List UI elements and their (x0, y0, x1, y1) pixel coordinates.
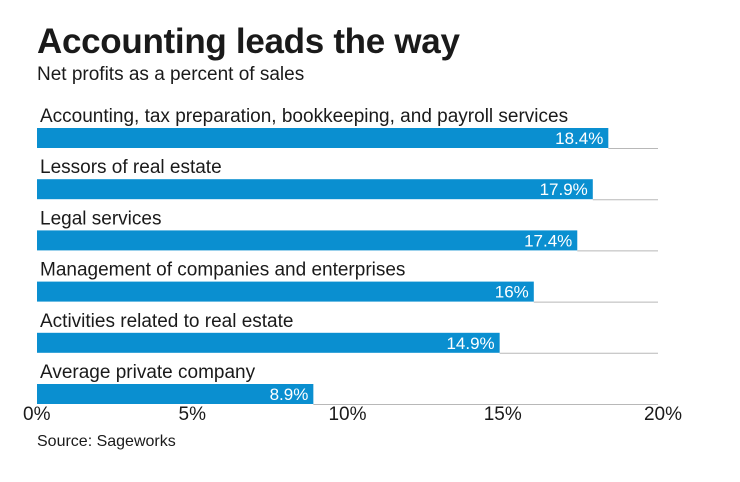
category-label: Average private company (40, 362, 256, 383)
category-label: Activities related to real estate (40, 311, 293, 332)
bar-value-label: 16% (495, 283, 529, 302)
x-tick-label: 15% (484, 404, 522, 425)
bar (37, 128, 609, 148)
bar (37, 230, 578, 251)
bar (37, 281, 534, 302)
category-label: Accounting, tax preparation, bookkeeping… (40, 106, 568, 127)
source-note: Source: Sageworks (37, 433, 176, 450)
category-label: Lessors of real estate (40, 157, 222, 178)
bar-value-label: 18.4% (555, 129, 603, 148)
bar-value-label: 17.4% (524, 231, 572, 250)
bar (37, 332, 500, 353)
bar (37, 179, 593, 200)
chart-subtitle: Net profits as a percent of sales (37, 64, 305, 85)
bar-value-label: 8.9% (270, 385, 309, 404)
chart-title: Accounting leads the way (37, 22, 460, 61)
x-tick-label: 10% (328, 404, 366, 425)
x-tick-label: 5% (179, 404, 207, 425)
category-label: Legal services (40, 208, 161, 229)
bar-value-label: 14.9% (446, 334, 494, 353)
bar (37, 384, 314, 404)
x-tick-label: 0% (23, 404, 51, 425)
category-label: Management of companies and enterprises (40, 260, 405, 281)
bar-value-label: 17.9% (540, 180, 588, 199)
x-tick-label: 20% (644, 404, 682, 425)
